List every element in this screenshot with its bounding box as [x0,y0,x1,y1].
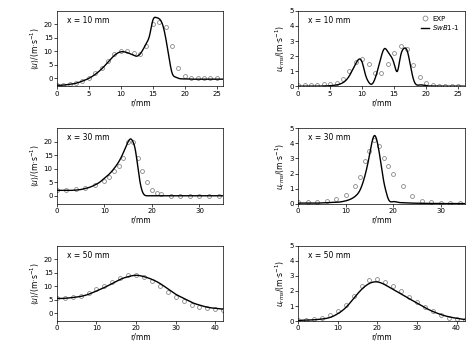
Y-axis label: $u_{rms}$/(m·s$^{-1}$): $u_{rms}$/(m·s$^{-1}$) [273,142,287,190]
Y-axis label: $\langle u\rangle$/(m·s$^{-1}$): $\langle u\rangle$/(m·s$^{-1}$) [28,262,41,305]
X-axis label: r/mm: r/mm [130,98,150,107]
Text: x = 50 mm: x = 50 mm [308,251,351,260]
X-axis label: r/mm: r/mm [371,215,392,225]
Y-axis label: $u_{rms}$/(m·s$^{-1}$): $u_{rms}$/(m·s$^{-1}$) [273,260,287,307]
X-axis label: r/mm: r/mm [371,98,392,107]
Y-axis label: $\langle u\rangle$/(m·s$^{-1}$): $\langle u\rangle$/(m·s$^{-1}$) [28,145,41,187]
X-axis label: r/mm: r/mm [130,215,150,225]
Y-axis label: $\langle u\rangle$/(m·s$^{-1}$): $\langle u\rangle$/(m·s$^{-1}$) [28,27,41,70]
Text: x = 10 mm: x = 10 mm [308,16,350,25]
X-axis label: r/mm: r/mm [371,333,392,342]
X-axis label: r/mm: r/mm [130,333,150,342]
Text: x = 50 mm: x = 50 mm [67,251,109,260]
Y-axis label: $u_{rms}$/(m·s$^{-1}$): $u_{rms}$/(m·s$^{-1}$) [273,25,287,72]
Legend: EXP, $SwB1$-$1$: EXP, $SwB1$-$1$ [419,14,461,33]
Text: x = 30 mm: x = 30 mm [67,134,109,142]
Text: x = 30 mm: x = 30 mm [308,134,351,142]
Text: x = 10 mm: x = 10 mm [67,16,109,25]
